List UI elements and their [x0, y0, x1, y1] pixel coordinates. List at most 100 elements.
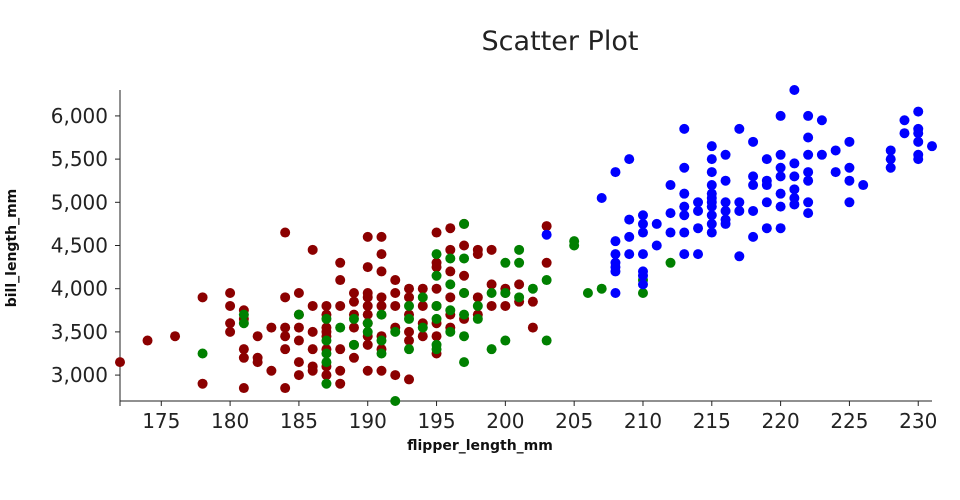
data-point	[335, 300, 346, 311]
data-point	[720, 205, 731, 216]
data-point	[404, 335, 415, 346]
data-point	[404, 313, 415, 324]
data-point	[514, 292, 525, 303]
data-point	[459, 309, 470, 320]
data-point	[335, 365, 346, 376]
data-point	[734, 205, 745, 216]
data-point	[376, 309, 387, 320]
data-point	[527, 322, 538, 333]
data-point	[307, 326, 318, 337]
data-point	[624, 214, 635, 225]
data-point	[637, 270, 648, 281]
data-point	[748, 136, 759, 147]
data-point	[390, 396, 401, 406]
data-point	[376, 300, 387, 311]
data-point	[197, 348, 208, 359]
data-point	[348, 352, 359, 363]
data-point	[569, 240, 580, 251]
data-point	[225, 300, 236, 311]
data-point	[706, 141, 717, 152]
data-point	[472, 300, 483, 311]
data-point	[376, 335, 387, 346]
y-tick-label: 6,000	[51, 104, 108, 128]
data-point	[610, 266, 621, 277]
data-point	[761, 180, 772, 191]
data-point	[899, 115, 910, 126]
data-point	[417, 331, 428, 342]
data-point	[335, 257, 346, 268]
x-tick-label: 185	[280, 409, 318, 433]
data-point	[293, 335, 304, 346]
data-point	[514, 257, 525, 268]
data-point	[610, 288, 621, 299]
data-point	[486, 344, 497, 355]
data-point	[252, 331, 263, 342]
data-point	[404, 344, 415, 355]
data-point	[348, 339, 359, 350]
data-point	[803, 167, 814, 178]
data-point	[404, 292, 415, 303]
data-point	[637, 249, 648, 260]
data-point	[679, 210, 690, 221]
y-tick-label: 3,000	[51, 363, 108, 387]
data-point	[775, 171, 786, 182]
data-point	[913, 106, 924, 117]
data-point	[830, 145, 841, 156]
data-point	[280, 383, 291, 394]
data-point	[225, 326, 236, 337]
data-point	[541, 335, 552, 346]
data-point	[665, 180, 676, 191]
data-point	[459, 218, 470, 229]
data-point	[459, 253, 470, 264]
x-tick-label: 220	[762, 409, 800, 433]
data-point	[775, 162, 786, 173]
data-point	[803, 208, 814, 219]
data-point	[541, 229, 552, 240]
y-tick-label: 4,500	[51, 234, 108, 258]
data-point	[803, 110, 814, 121]
data-point	[417, 292, 428, 303]
data-point	[899, 128, 910, 139]
data-point	[431, 283, 442, 294]
data-point	[459, 288, 470, 299]
data-point	[913, 136, 924, 147]
data-point	[885, 145, 896, 156]
data-point	[307, 365, 318, 376]
data-point	[321, 313, 332, 324]
data-point	[610, 236, 621, 247]
data-point	[431, 300, 442, 311]
data-point	[362, 262, 373, 273]
data-point	[472, 292, 483, 303]
data-point	[293, 322, 304, 333]
data-point	[830, 167, 841, 178]
data-point	[651, 240, 662, 251]
data-point	[445, 279, 456, 290]
data-point	[775, 149, 786, 160]
data-point	[789, 171, 800, 182]
data-point	[734, 197, 745, 208]
data-point	[266, 365, 277, 376]
data-point	[844, 136, 855, 147]
data-point	[321, 378, 332, 389]
data-point	[445, 266, 456, 277]
data-point	[417, 322, 428, 333]
y-tick-label: 4,000	[51, 277, 108, 301]
data-point	[527, 296, 538, 307]
data-point	[775, 223, 786, 234]
data-point	[321, 348, 332, 359]
data-point	[679, 201, 690, 212]
data-point	[816, 115, 827, 126]
data-point	[885, 154, 896, 165]
data-point	[706, 218, 717, 229]
data-point	[362, 318, 373, 329]
data-point	[321, 370, 332, 381]
data-point	[803, 197, 814, 208]
data-point	[417, 283, 428, 294]
data-point	[679, 123, 690, 134]
data-point	[706, 227, 717, 238]
x-axis: 175 180 185 190 195 200 205 210 215 220 225 230	[119, 401, 937, 433]
data-point	[280, 292, 291, 303]
data-point	[376, 231, 387, 242]
data-point	[637, 288, 648, 299]
data-point	[734, 123, 745, 134]
